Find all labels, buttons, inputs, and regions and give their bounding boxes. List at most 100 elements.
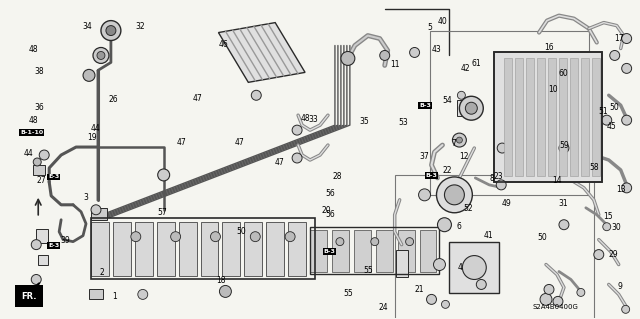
Text: 29: 29 (608, 250, 618, 259)
Circle shape (594, 249, 604, 260)
Text: 55: 55 (363, 265, 372, 275)
Bar (223, 222, 241, 277)
Text: 11: 11 (390, 60, 400, 69)
Text: 56: 56 (325, 210, 335, 219)
Circle shape (406, 238, 413, 246)
Text: 12: 12 (460, 152, 468, 161)
Circle shape (462, 256, 486, 279)
Text: 50: 50 (237, 227, 246, 236)
Text: 44: 44 (23, 149, 33, 158)
Text: 8: 8 (490, 174, 495, 183)
Circle shape (33, 158, 41, 166)
Circle shape (336, 238, 344, 246)
Bar (288, 222, 306, 277)
Circle shape (426, 294, 436, 304)
Text: 30: 30 (611, 223, 621, 232)
Text: 5: 5 (427, 23, 432, 32)
Circle shape (292, 153, 302, 163)
Circle shape (91, 205, 101, 215)
Circle shape (603, 223, 611, 231)
Circle shape (31, 274, 41, 285)
Text: 53: 53 (398, 117, 408, 127)
Text: 22: 22 (443, 166, 452, 175)
Circle shape (106, 26, 116, 35)
Bar (397, 230, 415, 271)
Bar (38, 255, 48, 264)
Text: 46: 46 (218, 40, 228, 49)
Text: 18: 18 (216, 276, 226, 285)
Text: 24: 24 (379, 303, 388, 312)
Text: 58: 58 (589, 163, 599, 172)
Text: 35: 35 (360, 117, 369, 126)
Text: 37: 37 (419, 152, 429, 161)
Circle shape (458, 91, 465, 99)
Text: 10: 10 (548, 85, 558, 94)
Circle shape (436, 177, 472, 213)
Bar (592, 58, 600, 176)
Circle shape (292, 125, 302, 135)
Circle shape (252, 90, 261, 100)
Circle shape (438, 218, 451, 232)
Text: 56: 56 (325, 189, 335, 198)
Text: 48: 48 (301, 114, 310, 123)
Text: 17: 17 (614, 34, 624, 43)
Text: 19: 19 (88, 133, 97, 142)
Circle shape (39, 150, 49, 160)
Bar (581, 58, 589, 176)
Text: 32: 32 (136, 22, 145, 31)
Circle shape (433, 259, 445, 271)
Circle shape (540, 293, 552, 305)
Circle shape (456, 137, 462, 143)
Bar (354, 230, 371, 271)
Bar (515, 58, 523, 176)
Circle shape (31, 240, 41, 249)
Text: 49: 49 (502, 199, 511, 208)
Bar (332, 230, 349, 271)
Text: 47: 47 (235, 137, 244, 146)
Bar (570, 58, 578, 176)
Circle shape (621, 33, 632, 43)
Circle shape (444, 185, 465, 205)
Text: 31: 31 (559, 199, 568, 208)
Text: 45: 45 (607, 122, 617, 131)
Text: FR.: FR. (22, 292, 37, 301)
Circle shape (97, 51, 105, 59)
Circle shape (101, 21, 121, 41)
Circle shape (83, 70, 95, 81)
Bar (310, 227, 440, 274)
Text: 48: 48 (29, 45, 38, 55)
Circle shape (250, 232, 260, 241)
Bar (440, 185, 454, 205)
Circle shape (93, 48, 109, 63)
Bar (494, 52, 602, 182)
Text: 39: 39 (60, 236, 70, 245)
Text: 40: 40 (438, 17, 447, 26)
Circle shape (476, 279, 486, 289)
Bar (91, 208, 107, 220)
Text: 41: 41 (484, 231, 493, 240)
Text: 9: 9 (617, 282, 622, 291)
Text: 50: 50 (537, 233, 547, 242)
Circle shape (171, 232, 180, 241)
Text: 26: 26 (108, 95, 118, 104)
Text: 44: 44 (91, 124, 100, 133)
Text: S2A4B0400G: S2A4B0400G (532, 304, 578, 310)
Text: 48: 48 (29, 116, 38, 125)
Text: 28: 28 (332, 173, 342, 182)
Circle shape (496, 180, 506, 190)
Circle shape (157, 169, 170, 181)
Circle shape (285, 232, 295, 241)
Circle shape (559, 143, 569, 153)
Text: 27: 27 (36, 176, 46, 185)
Bar (33, 165, 45, 175)
Bar (200, 222, 218, 277)
Bar (429, 31, 589, 195)
Circle shape (621, 63, 632, 73)
Bar (135, 222, 153, 277)
Text: 47: 47 (193, 94, 202, 103)
Circle shape (577, 288, 585, 296)
Text: 33: 33 (308, 115, 319, 124)
Text: 59: 59 (560, 141, 570, 150)
Text: 36: 36 (35, 103, 45, 112)
Text: 52: 52 (463, 204, 474, 213)
